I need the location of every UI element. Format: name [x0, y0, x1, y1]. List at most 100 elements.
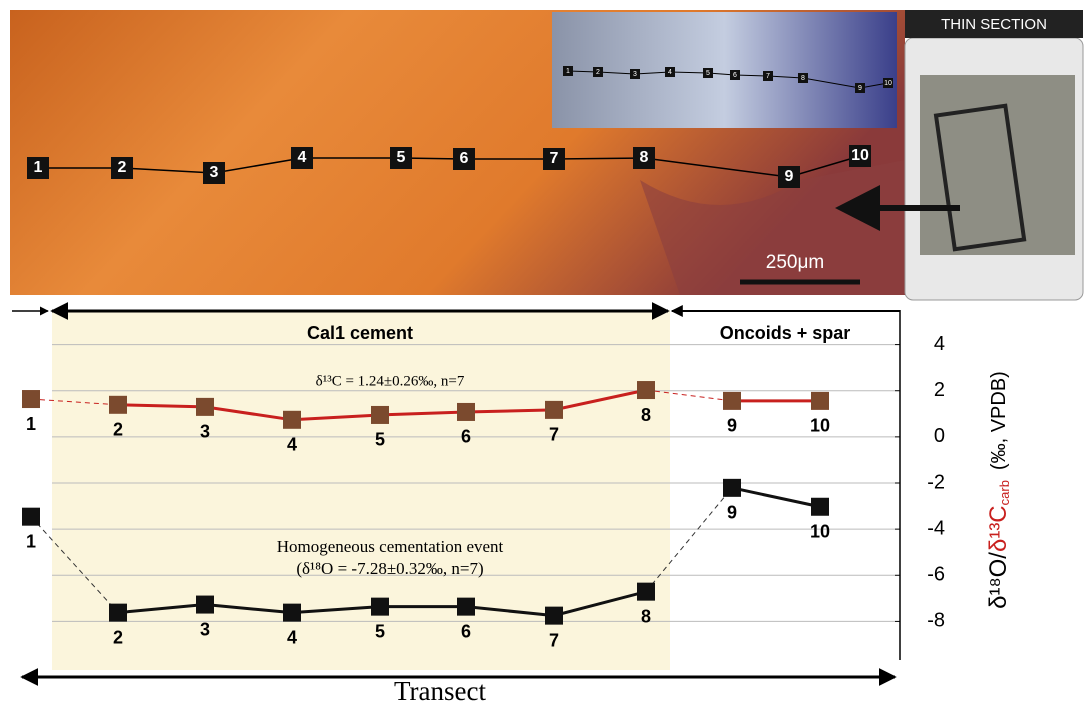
photo-point-label: 2: [118, 159, 127, 176]
point-label: 10: [810, 522, 830, 542]
y-tick-label: 4: [934, 333, 945, 355]
photo-point: [27, 157, 49, 179]
marker: [723, 391, 741, 410]
photo-point: [849, 145, 871, 167]
inset-point: [798, 73, 808, 83]
inset-point: [665, 67, 675, 77]
marker: [723, 478, 741, 497]
point-label: 2: [113, 627, 123, 647]
connector: [30, 516, 119, 613]
point-label: 8: [641, 606, 651, 626]
point-label: 1: [26, 414, 36, 434]
photo-point: [633, 147, 655, 169]
photo-point: [291, 147, 313, 169]
marker: [196, 397, 214, 416]
y-label-text: δ¹⁸O/δ¹³Ccarb (‰, VPDB): [985, 371, 1012, 609]
photo-point-label: 4: [298, 149, 307, 166]
inset-point: [730, 70, 740, 80]
y-tick-label: 0: [934, 425, 945, 447]
marker: [196, 595, 214, 614]
zone-shade: [52, 310, 670, 670]
photo-point-label: 7: [550, 150, 559, 167]
inset-point-label: 8: [801, 75, 805, 82]
y-label-sub: carb: [997, 480, 1012, 505]
connector: [645, 487, 733, 592]
point-label: 10: [810, 416, 830, 436]
marker: [637, 582, 655, 601]
photo-point: [453, 148, 475, 170]
inset-point: [763, 71, 773, 81]
photo-point-label: 1: [34, 159, 43, 176]
y-label-unit: (‰, VPDB): [988, 371, 1010, 470]
point-label: 3: [200, 619, 210, 639]
point-label: 7: [549, 630, 559, 650]
inset-photo: [552, 12, 897, 128]
marker: [457, 402, 475, 421]
point-label: 6: [461, 621, 471, 641]
annotation: (δ¹⁸O = -7.28±0.32‰, n=7): [296, 559, 483, 578]
inset-point: [703, 68, 713, 78]
annotation: δ¹³C = 1.24±0.26‰, n=7: [316, 373, 465, 389]
point-label: 9: [727, 416, 737, 436]
point-label: 7: [549, 425, 559, 445]
point-label: 3: [200, 422, 210, 442]
inset-point-label: 3: [633, 71, 637, 78]
marker: [371, 405, 389, 424]
thin-section-box: [933, 103, 1027, 252]
photo-point-label: 5: [397, 149, 406, 166]
marker: [283, 410, 301, 429]
photo-point-label: 3: [210, 164, 219, 181]
inset-point: [593, 67, 603, 77]
y-label-o: δ¹⁸O/: [985, 552, 1012, 609]
y-label-c: δ¹³C: [985, 505, 1012, 552]
inset-point-label: 1: [566, 68, 570, 75]
connector: [30, 398, 119, 406]
point-label: 4: [287, 627, 297, 647]
marker: [283, 603, 301, 622]
marker: [109, 395, 127, 414]
point-label: 5: [375, 430, 385, 450]
y-tick-label: 2: [934, 379, 945, 401]
inset-transect: [567, 70, 889, 89]
inset-point: [563, 66, 573, 76]
marker: [109, 603, 127, 622]
thin-section-header: [905, 10, 1083, 38]
photo-transect: [38, 155, 861, 178]
photo-point-label: 8: [640, 149, 649, 166]
point-label: 6: [461, 427, 471, 447]
x-label: Transect: [394, 676, 486, 706]
point-label: 1: [26, 531, 36, 551]
photo-shade: [640, 160, 905, 295]
photo-point: [111, 157, 133, 179]
marker: [545, 400, 563, 419]
marker: [637, 381, 655, 400]
photo-point-label: 9: [785, 168, 794, 185]
thin-section-label: THIN SECTION: [941, 16, 1047, 33]
inset-point: [883, 78, 893, 88]
inset-point-label: 6: [733, 72, 737, 79]
point-label: 4: [287, 435, 297, 455]
marker: [22, 390, 40, 409]
inset-point-label: 7: [766, 73, 770, 80]
inset-point-label: 9: [858, 85, 862, 92]
inset-point-label: 4: [668, 69, 672, 76]
photo-point: [543, 148, 565, 170]
point-label: 5: [375, 621, 385, 641]
scale-label: 250μm: [766, 252, 824, 273]
zone-label: Oncoids + spar: [720, 323, 851, 343]
photo-point: [203, 162, 225, 184]
photo-point: [390, 147, 412, 169]
connector: [645, 389, 733, 402]
marker: [811, 497, 829, 516]
marker: [457, 597, 475, 616]
inset-point: [630, 69, 640, 79]
marker: [371, 597, 389, 616]
y-label: δ¹⁸O/δ¹³Ccarb (‰, VPDB): [985, 371, 1012, 609]
annotation: Homogeneous cementation event: [277, 537, 504, 556]
inset-point-label: 2: [596, 69, 600, 76]
series-line: [731, 486, 821, 509]
point-label: 9: [727, 503, 737, 523]
zone-label: Cal1 cement: [307, 323, 413, 343]
photo-point: [778, 166, 800, 188]
